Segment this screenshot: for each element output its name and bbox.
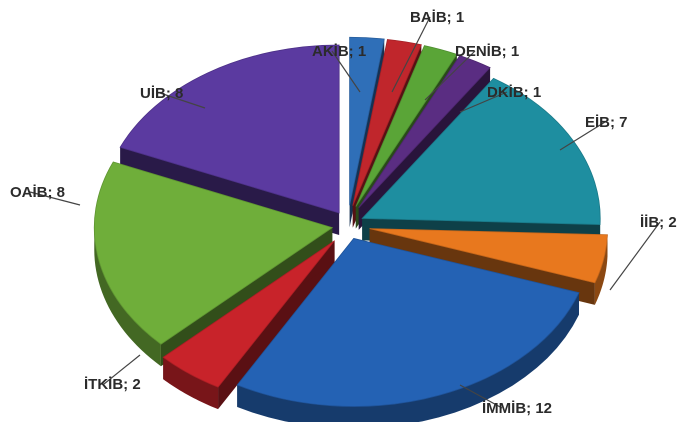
pie-slice-label: DENİB; 1	[455, 43, 519, 60]
pie-slice-label: İTKİB; 2	[84, 376, 141, 393]
pie-slice-top	[352, 39, 422, 206]
pie-slice-wall	[594, 234, 608, 305]
pie-leader-line	[159, 92, 206, 109]
pie-slice	[369, 228, 608, 305]
pie-slice-wall	[163, 357, 219, 410]
pie-slice	[162, 240, 335, 410]
pie-slice-wall	[94, 227, 161, 367]
pie-slice-top	[369, 228, 608, 284]
pie-leader-line	[424, 50, 476, 101]
pie-slice-label: BAİB; 1	[410, 9, 464, 26]
pie-slice-label: AKİB; 1	[312, 43, 366, 60]
pie-leader-line	[459, 91, 508, 113]
pie-slice-top	[349, 36, 385, 206]
pie-slice-label: İMMİB; 12	[482, 400, 552, 417]
pie-leader-line	[459, 384, 503, 409]
pie-leader-line	[391, 16, 431, 93]
pie-slice-side	[218, 240, 335, 410]
pie-leader-line	[103, 354, 141, 385]
pie-slice-top	[358, 55, 491, 209]
pie-slice-top	[93, 161, 334, 345]
pie-leader-line	[559, 121, 606, 151]
pie-slice-label: UİB; 8	[140, 85, 183, 102]
pie-slice	[93, 161, 334, 367]
pie-slice-label: EİB; 7	[585, 114, 628, 131]
pie-leader-line	[609, 221, 661, 291]
pie-slice-top	[236, 238, 580, 407]
pie-leader-line	[331, 50, 361, 93]
pie-slice-top	[355, 45, 458, 207]
pie-slice-label: İİB; 2	[640, 214, 677, 231]
pie-slice-top	[162, 240, 335, 388]
pie-slice-label: DKİB; 1	[487, 84, 541, 101]
pie-slice-wall	[237, 292, 579, 422]
pie-slice-top	[119, 44, 340, 214]
pie-leader-line	[29, 191, 81, 206]
pie-slice	[236, 238, 580, 422]
pie-slice-label: OAİB; 8	[10, 184, 65, 201]
